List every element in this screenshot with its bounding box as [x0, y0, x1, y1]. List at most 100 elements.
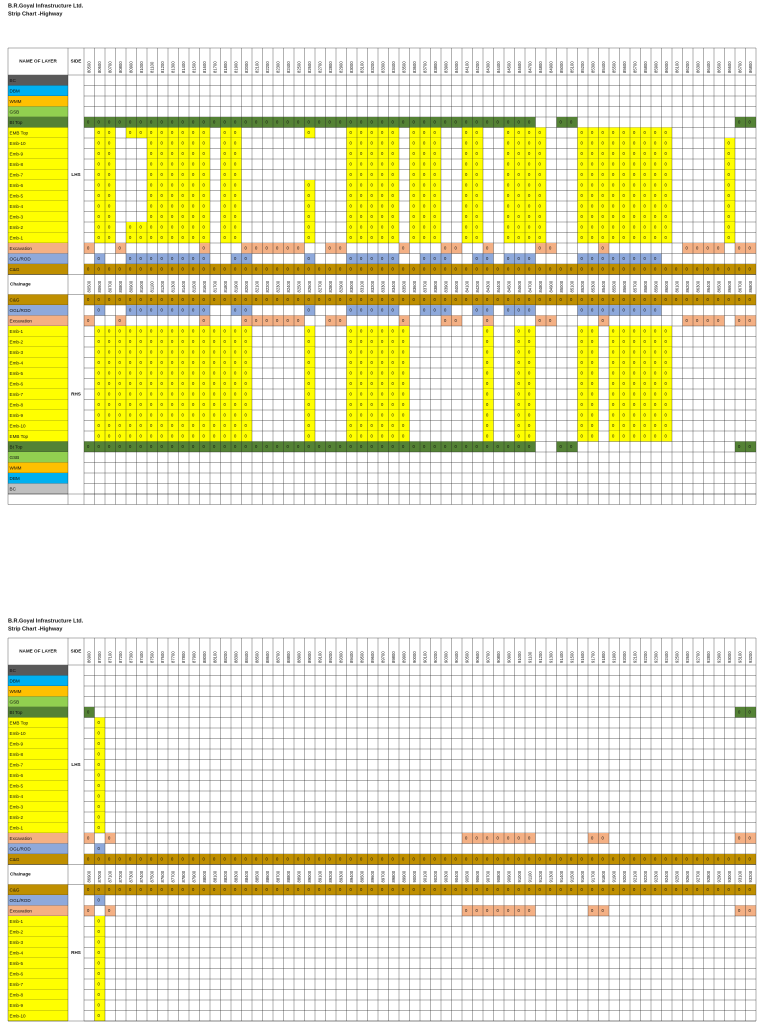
filled-cell: [262, 315, 273, 326]
filled-cell: [588, 180, 599, 191]
cell-value: 0: [413, 225, 416, 230]
filled-cell: [147, 326, 158, 337]
filled-cell: [94, 728, 105, 739]
filled-cell: [651, 232, 662, 243]
cell-value: 0: [119, 120, 122, 125]
filled-cell: [525, 854, 536, 865]
filled-cell: [672, 264, 683, 275]
filled-cell: [661, 389, 672, 400]
layer-name-cell: [8, 410, 68, 421]
filled-cell: [231, 159, 242, 170]
filled-cell: [168, 294, 179, 305]
filled-cell: [231, 378, 242, 389]
cell-value: 0: [539, 162, 542, 167]
filled-cell: [241, 315, 252, 326]
cell-value: 0: [581, 413, 584, 418]
cell-value: 0: [234, 434, 237, 439]
filled-cell: [640, 410, 651, 421]
cell-value: 0: [665, 887, 668, 892]
filled-cell: [462, 833, 473, 844]
filled-cell: [94, 211, 105, 222]
cell-value: 0: [560, 444, 563, 449]
filled-cell: [304, 222, 315, 233]
cell-value: 0: [98, 350, 101, 355]
cell-value: 0: [633, 402, 636, 407]
filled-cell: [514, 378, 525, 389]
filled-cell: [640, 211, 651, 222]
filled-cell: [367, 378, 378, 389]
cell-value: 0: [633, 392, 636, 397]
filled-cell: [651, 180, 662, 191]
filled-cell: [504, 294, 515, 305]
filled-cell: [714, 243, 725, 254]
cell-value: 0: [623, 371, 626, 376]
chainage-label: 90600: [475, 870, 480, 882]
filled-cell: [346, 159, 357, 170]
cell-value: 0: [371, 193, 374, 198]
filled-cell: [346, 420, 357, 431]
chainage-label: 92400: [664, 870, 669, 882]
filled-cell: [378, 190, 389, 201]
cell-value: 0: [161, 434, 164, 439]
cell-value: 0: [465, 297, 468, 302]
filled-cell: [199, 420, 210, 431]
cell-value: 0: [308, 204, 311, 209]
filled-cell: [661, 884, 672, 895]
filled-cell: [651, 305, 662, 316]
filled-cell: [661, 190, 672, 201]
filled-cell: [367, 441, 378, 452]
layer-name: BC: [10, 78, 17, 83]
cell-value: 0: [392, 329, 395, 334]
filled-cell: [304, 368, 315, 379]
chainage-label: 93000: [727, 870, 732, 882]
filled-cell: [588, 253, 599, 264]
cell-value: 0: [528, 162, 531, 167]
filled-cell: [367, 305, 378, 316]
cell-value: 0: [192, 267, 195, 272]
filled-cell: [231, 389, 242, 400]
cell-value: 0: [612, 141, 615, 146]
cell-value: 0: [192, 162, 195, 167]
filled-cell: [525, 201, 536, 212]
cell-value: 0: [339, 267, 342, 272]
cell-value: 0: [392, 204, 395, 209]
layer-name: Bt Top: [10, 444, 23, 449]
cell-value: 0: [318, 297, 321, 302]
filled-cell: [483, 326, 494, 337]
cell-value: 0: [87, 836, 90, 841]
filled-cell: [105, 441, 116, 452]
cell-value: 0: [150, 371, 153, 376]
cell-value: 0: [507, 204, 510, 209]
cell-value: 0: [224, 267, 227, 272]
filled-cell: [283, 854, 294, 865]
filled-cell: [115, 399, 126, 410]
cell-value: 0: [528, 297, 531, 302]
cell-value: 0: [381, 214, 384, 219]
filled-cell: [315, 441, 326, 452]
filled-cell: [105, 117, 116, 128]
filled-cell: [157, 326, 168, 337]
filled-cell: [105, 410, 116, 421]
chainage-label: 85100: [569, 280, 574, 292]
filled-cell: [241, 420, 252, 431]
filled-cell: [388, 399, 399, 410]
filled-cell: [115, 854, 126, 865]
cell-value: 0: [707, 297, 710, 302]
filled-cell: [672, 854, 683, 865]
filled-cell: [493, 884, 504, 895]
filled-cell: [199, 368, 210, 379]
chainage-label: 83800: [433, 61, 438, 73]
filled-cell: [388, 431, 399, 442]
filled-cell: [441, 854, 452, 865]
layer-name-cell: [8, 148, 68, 159]
filled-cell: [693, 854, 704, 865]
filled-cell: [640, 201, 651, 212]
filled-cell: [472, 201, 483, 212]
filled-cell: [115, 294, 126, 305]
cell-value: 0: [98, 308, 101, 313]
filled-cell: [231, 190, 242, 201]
filled-cell: [199, 326, 210, 337]
filled-cell: [210, 389, 221, 400]
filled-cell: [199, 431, 210, 442]
filled-cell: [399, 117, 410, 128]
